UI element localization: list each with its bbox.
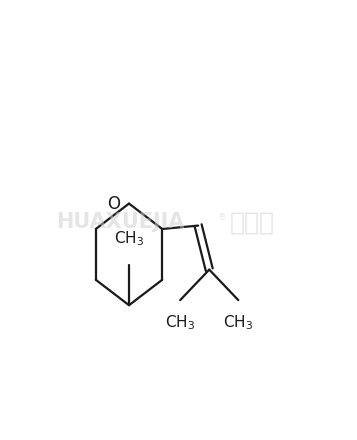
Text: O: O (107, 194, 120, 213)
Text: HUAXUEJIA: HUAXUEJIA (56, 212, 184, 232)
Text: CH$_3$: CH$_3$ (223, 313, 253, 332)
Text: CH$_3$: CH$_3$ (114, 229, 144, 248)
Text: ®: ® (217, 213, 226, 222)
Text: 化学加: 化学加 (230, 210, 275, 234)
Text: CH$_3$: CH$_3$ (165, 313, 195, 332)
